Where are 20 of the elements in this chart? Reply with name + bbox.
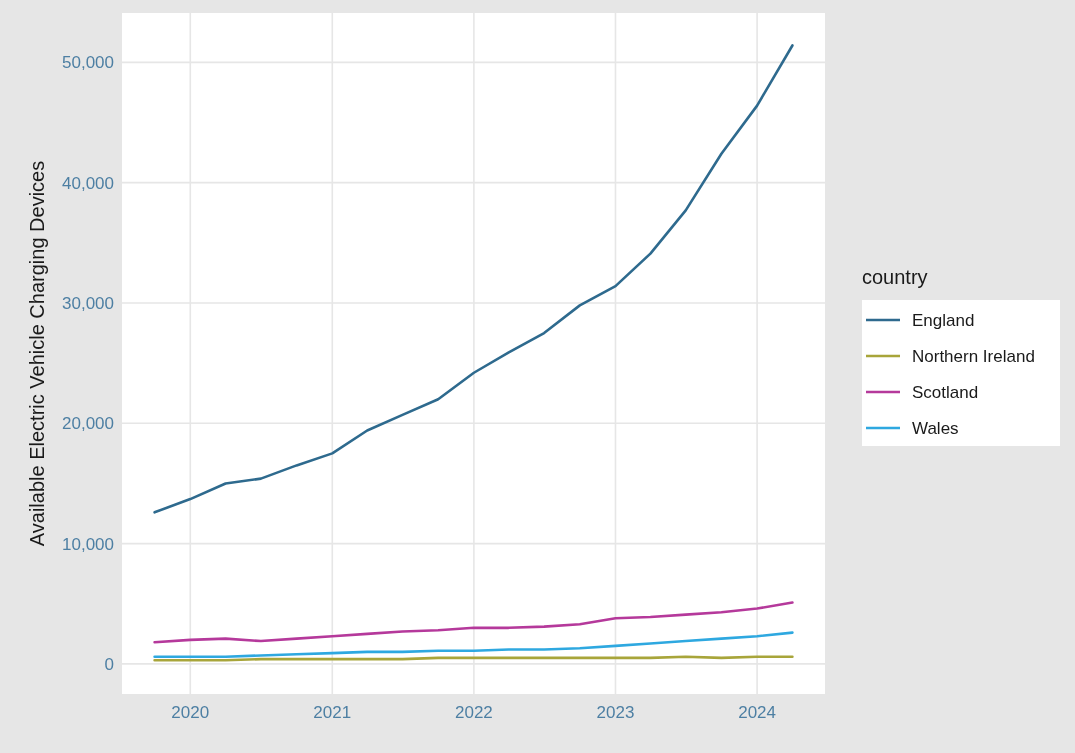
x-tick-label: 2024 [738,703,777,722]
y-tick-label: 0 [104,654,114,674]
x-tick-label: 2020 [171,703,210,722]
y-tick-label: 20,000 [62,414,114,434]
line-series [153,631,794,658]
y-axis-title: Available Electric Vehicle Charging Devices [26,160,48,547]
legend-label: Scotland [912,382,979,402]
line-series [153,44,794,514]
y-tick-label: 10,000 [62,534,114,554]
legend-title: country [862,266,928,288]
y-tick-label: 40,000 [62,173,114,193]
x-tick-label: 2023 [596,703,635,722]
y-tick-label: 30,000 [62,293,114,313]
x-tick-label: 2021 [313,703,352,722]
x-tick-label: 2022 [454,703,493,722]
legend-label: Wales [912,418,959,438]
legend-label: Northern Ireland [912,346,1035,366]
line-series [153,601,794,644]
y-tick-label: 50,000 [62,53,114,73]
legend-label: England [912,310,975,330]
